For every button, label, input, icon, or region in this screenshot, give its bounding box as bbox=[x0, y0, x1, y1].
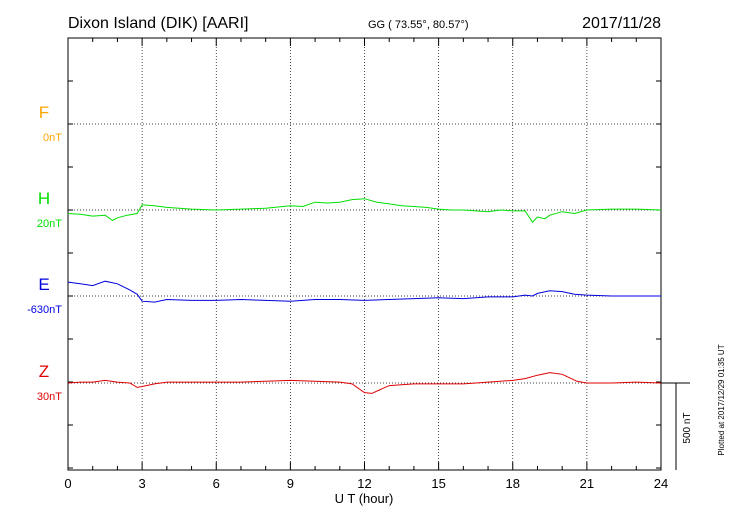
series-offset-e: -630nT bbox=[27, 304, 62, 316]
series-name-h: H bbox=[38, 189, 50, 208]
series-line-h bbox=[67, 198, 662, 223]
series-line-e bbox=[67, 280, 661, 303]
axis-ticks bbox=[67, 38, 662, 470]
series-line-z bbox=[67, 372, 662, 394]
series-name-z: Z bbox=[39, 362, 49, 381]
scale-bar-label: 500 nT bbox=[682, 412, 693, 443]
series-labels: F 0nT H 20nT E -630nT Z 30nT bbox=[27, 103, 62, 403]
series-offset-z: 30nT bbox=[37, 391, 62, 403]
x-tick-label: 12 bbox=[357, 476, 371, 491]
series-lines bbox=[67, 198, 662, 394]
chart-date: 2017/11/28 bbox=[582, 15, 661, 32]
x-axis-label: U T (hour) bbox=[335, 491, 394, 506]
x-tick-label: 15 bbox=[431, 476, 445, 491]
station-title: Dixon Island (DIK) [AARI] bbox=[68, 15, 249, 32]
x-tick-label: 9 bbox=[287, 476, 294, 491]
x-tick-label: 0 bbox=[64, 476, 71, 491]
series-offset-h: 20nT bbox=[37, 218, 62, 230]
x-tick-label: 3 bbox=[139, 476, 146, 491]
x-tick-label: 6 bbox=[213, 476, 220, 491]
series-offset-f: 0nT bbox=[43, 132, 62, 144]
series-name-e: E bbox=[38, 275, 49, 294]
grid-lines bbox=[68, 38, 661, 470]
x-tick-label: 18 bbox=[506, 476, 520, 491]
x-tick-label: 21 bbox=[580, 476, 594, 491]
series-name-f: F bbox=[39, 103, 49, 122]
plotted-note: Plotted at 2017/12/29 01:35 UT bbox=[717, 344, 726, 455]
station-coords: GG ( 73.55°, 80.57°) bbox=[368, 19, 469, 31]
x-tick-label: 24 bbox=[654, 476, 668, 491]
x-tick-labels: 0 3 6 9 12 15 18 21 24 bbox=[64, 476, 668, 491]
